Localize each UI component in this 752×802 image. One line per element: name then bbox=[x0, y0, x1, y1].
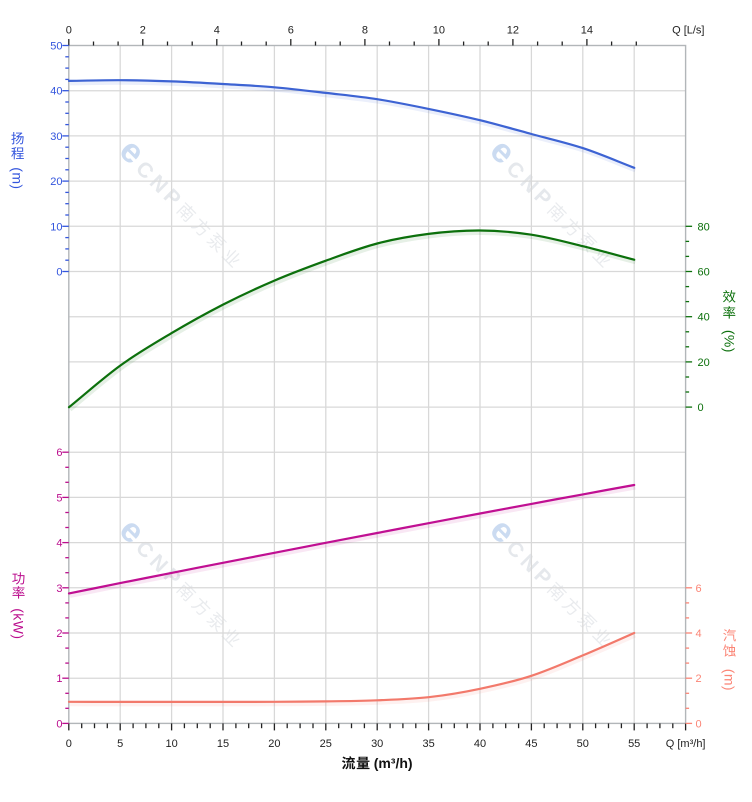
svg-text:10: 10 bbox=[165, 738, 177, 750]
svg-text:35: 35 bbox=[422, 738, 434, 750]
svg-text:15: 15 bbox=[217, 738, 229, 750]
svg-text:2: 2 bbox=[696, 673, 702, 685]
svg-text:30: 30 bbox=[371, 738, 383, 750]
svg-text:25: 25 bbox=[320, 738, 332, 750]
svg-text:6: 6 bbox=[696, 583, 702, 595]
svg-text:Q [m³/h]: Q [m³/h] bbox=[666, 738, 706, 750]
svg-text:0: 0 bbox=[66, 25, 72, 37]
svg-text:5: 5 bbox=[117, 738, 123, 750]
svg-text:4: 4 bbox=[696, 628, 702, 640]
svg-text:40: 40 bbox=[474, 738, 486, 750]
svg-text:0: 0 bbox=[56, 267, 62, 279]
svg-text:45: 45 bbox=[525, 738, 537, 750]
svg-text:10: 10 bbox=[433, 25, 445, 37]
svg-text:4: 4 bbox=[56, 538, 62, 550]
svg-text:0: 0 bbox=[66, 738, 72, 750]
svg-text:0: 0 bbox=[696, 718, 702, 730]
svg-text:14: 14 bbox=[581, 25, 593, 37]
svg-text:(m³/h): (m³/h) bbox=[374, 755, 413, 771]
svg-text:4: 4 bbox=[214, 25, 220, 37]
svg-text:10: 10 bbox=[50, 221, 62, 233]
svg-text:1: 1 bbox=[56, 673, 62, 685]
svg-text:Q [L/s]: Q [L/s] bbox=[672, 25, 704, 37]
svg-text:3: 3 bbox=[56, 583, 62, 595]
svg-text:(%): (%) bbox=[721, 330, 737, 353]
svg-text:50: 50 bbox=[50, 41, 62, 53]
svg-text:5: 5 bbox=[56, 492, 62, 504]
svg-text:40: 40 bbox=[50, 86, 62, 98]
svg-text:2: 2 bbox=[140, 25, 146, 37]
svg-text:(kW): (kW) bbox=[11, 608, 27, 639]
svg-text:60: 60 bbox=[698, 267, 710, 279]
svg-text:8: 8 bbox=[362, 25, 368, 37]
svg-text:20: 20 bbox=[268, 738, 280, 750]
svg-text:(m): (m) bbox=[10, 167, 26, 189]
svg-text:0: 0 bbox=[56, 718, 62, 730]
svg-text:0: 0 bbox=[698, 402, 704, 414]
svg-text:12: 12 bbox=[507, 25, 519, 37]
svg-text:50: 50 bbox=[577, 738, 589, 750]
svg-text:2: 2 bbox=[56, 628, 62, 640]
svg-text:55: 55 bbox=[628, 738, 640, 750]
svg-text:80: 80 bbox=[698, 221, 710, 233]
svg-text:6: 6 bbox=[56, 447, 62, 459]
svg-text:(m): (m) bbox=[722, 669, 738, 691]
svg-text:30: 30 bbox=[50, 131, 62, 143]
svg-text:20: 20 bbox=[698, 357, 710, 369]
svg-text:40: 40 bbox=[698, 312, 710, 324]
svg-text:6: 6 bbox=[288, 25, 294, 37]
svg-text:20: 20 bbox=[50, 176, 62, 188]
